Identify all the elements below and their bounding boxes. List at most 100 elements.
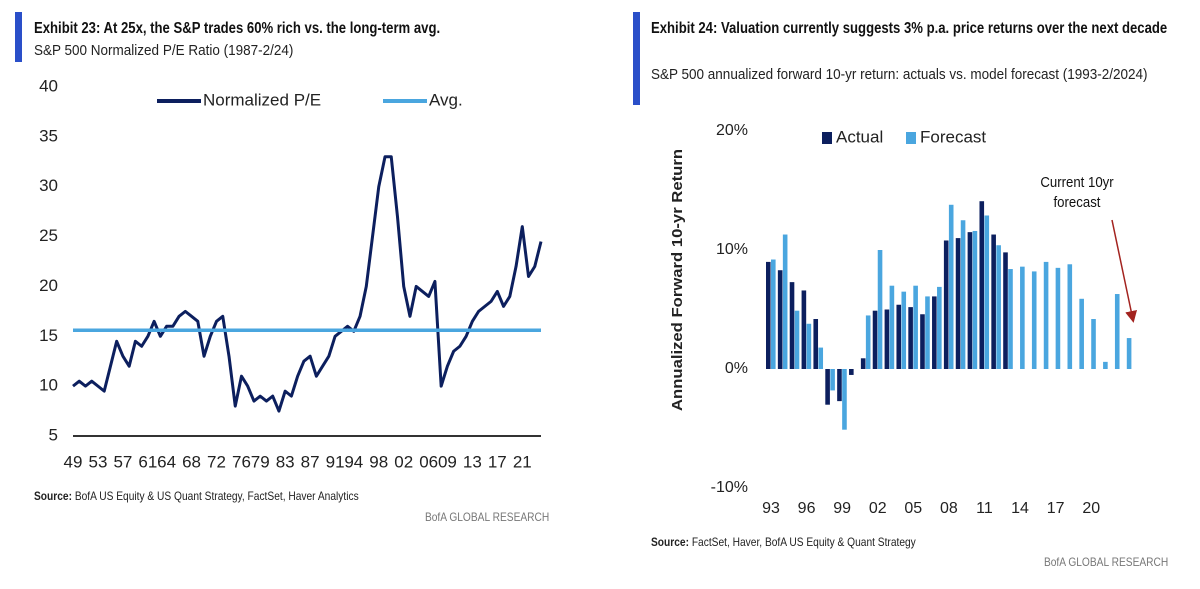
bar: [884, 309, 890, 369]
y-tick-label: -10%: [711, 479, 748, 496]
bar: [1126, 338, 1132, 369]
bar: [801, 290, 807, 369]
x-tick-label: 87: [301, 452, 320, 471]
x-tick-label: 13: [463, 452, 482, 471]
bar: [901, 291, 907, 369]
bar: [865, 315, 871, 369]
bar: [813, 319, 819, 369]
x-tick-label: 53: [88, 452, 107, 471]
x-tick-label: 21: [513, 452, 532, 471]
legend-label: Actual: [836, 127, 883, 146]
y-tick-label: 25: [39, 226, 58, 245]
bar: [984, 215, 990, 369]
bar: [1103, 361, 1108, 369]
y-axis-label: Annualized Forward 10-yr Return: [669, 149, 686, 411]
x-tick-label: 64: [157, 452, 176, 471]
bar: [972, 230, 978, 369]
bar: [1055, 267, 1061, 369]
x-tick-label: 61: [138, 452, 157, 471]
chart-title: Exhibit 24: Valuation currently suggests…: [651, 20, 1168, 37]
chart-subtitle: S&P 500 Normalized P/E Ratio (1987-2/24): [34, 42, 294, 59]
source-label: Source:: [651, 535, 689, 549]
bar: [1031, 271, 1037, 369]
x-tick-label: 05: [904, 500, 922, 517]
source-label: Source:: [34, 489, 72, 503]
bar: [842, 369, 847, 430]
legend-label: Avg.: [429, 90, 463, 109]
y-tick-label: 0%: [725, 360, 748, 377]
x-tick-label: 57: [113, 452, 132, 471]
bar: [908, 307, 913, 369]
bar: [789, 282, 795, 369]
bar: [960, 220, 966, 369]
bar: [777, 270, 783, 369]
y-tick-label: 20: [39, 276, 58, 295]
x-tick-label: 09: [438, 452, 457, 471]
x-tick-label: 02: [869, 500, 887, 517]
x-tick-label: 96: [798, 500, 816, 517]
x-tick-label: 94: [344, 452, 363, 471]
bar: [849, 369, 854, 375]
y-tick-label: 5: [49, 425, 58, 444]
bar: [920, 314, 925, 369]
bar: [782, 234, 788, 369]
bar: [925, 296, 930, 369]
bar: [771, 259, 776, 369]
bar: [860, 358, 866, 369]
x-tick-label: 72: [207, 452, 226, 471]
bar: [889, 285, 895, 369]
x-tick-label: 68: [182, 452, 201, 471]
x-tick-label: 79: [251, 452, 270, 471]
legend-swatch: [906, 132, 916, 144]
bar: [818, 347, 824, 369]
x-tick-label: 20: [1082, 500, 1100, 517]
legend-label: Normalized P/E: [203, 90, 321, 109]
bar: [766, 261, 771, 369]
x-tick-label: 08: [940, 500, 958, 517]
source-text: FactSet, Haver, BofA US Equity & Quant S…: [691, 535, 916, 549]
bar: [1008, 269, 1013, 369]
bar: [943, 240, 949, 369]
legend-label: Forecast: [920, 127, 986, 146]
bar: [806, 323, 812, 369]
x-tick-label: 17: [1047, 500, 1065, 517]
x-tick-label: 83: [276, 452, 295, 471]
y-tick-label: 15: [39, 326, 58, 345]
bar: [1114, 294, 1120, 369]
chart-subtitle: S&P 500 annualized forward 10-yr return:…: [651, 66, 1148, 83]
bar: [1043, 261, 1049, 369]
x-tick-label: 06: [419, 452, 438, 471]
legend-swatch: [822, 132, 832, 144]
bar: [794, 310, 800, 369]
x-tick-label: 98: [369, 452, 388, 471]
bar: [991, 234, 996, 369]
source: Source: FactSet, Haver, BofA US Equity &…: [651, 535, 916, 549]
x-tick-label: 99: [833, 500, 851, 517]
credit: BofA GLOBAL RESEARCH: [1043, 555, 1168, 569]
accent-bar: [633, 12, 640, 105]
x-tick-label: 11: [976, 500, 993, 517]
bar: [1091, 319, 1096, 369]
bar: [1003, 252, 1008, 369]
x-tick-label: 14: [1011, 500, 1029, 517]
bar: [1067, 264, 1073, 369]
bar: [932, 296, 937, 369]
annotation: Current 10yr forecast: [1040, 174, 1114, 211]
bar: [837, 369, 842, 402]
bar: [967, 232, 973, 369]
credit: BofA GLOBAL RESEARCH: [424, 510, 549, 524]
bar: [913, 285, 918, 369]
bar: [1079, 298, 1084, 369]
bar: [1020, 266, 1025, 369]
bar: [825, 369, 830, 405]
chart-title: Exhibit 23: At 25x, the S&P trades 60% r…: [34, 20, 441, 37]
x-tick-label: 91: [326, 452, 345, 471]
y-tick-label: 20%: [716, 122, 748, 139]
source: Source: BofA US Equity & US Quant Strate…: [34, 489, 359, 503]
y-tick-label: 35: [39, 126, 58, 145]
bar: [955, 238, 961, 369]
x-tick-label: 49: [64, 452, 83, 471]
x-tick-label: 76: [232, 452, 251, 471]
y-tick-label: 10: [39, 376, 58, 395]
